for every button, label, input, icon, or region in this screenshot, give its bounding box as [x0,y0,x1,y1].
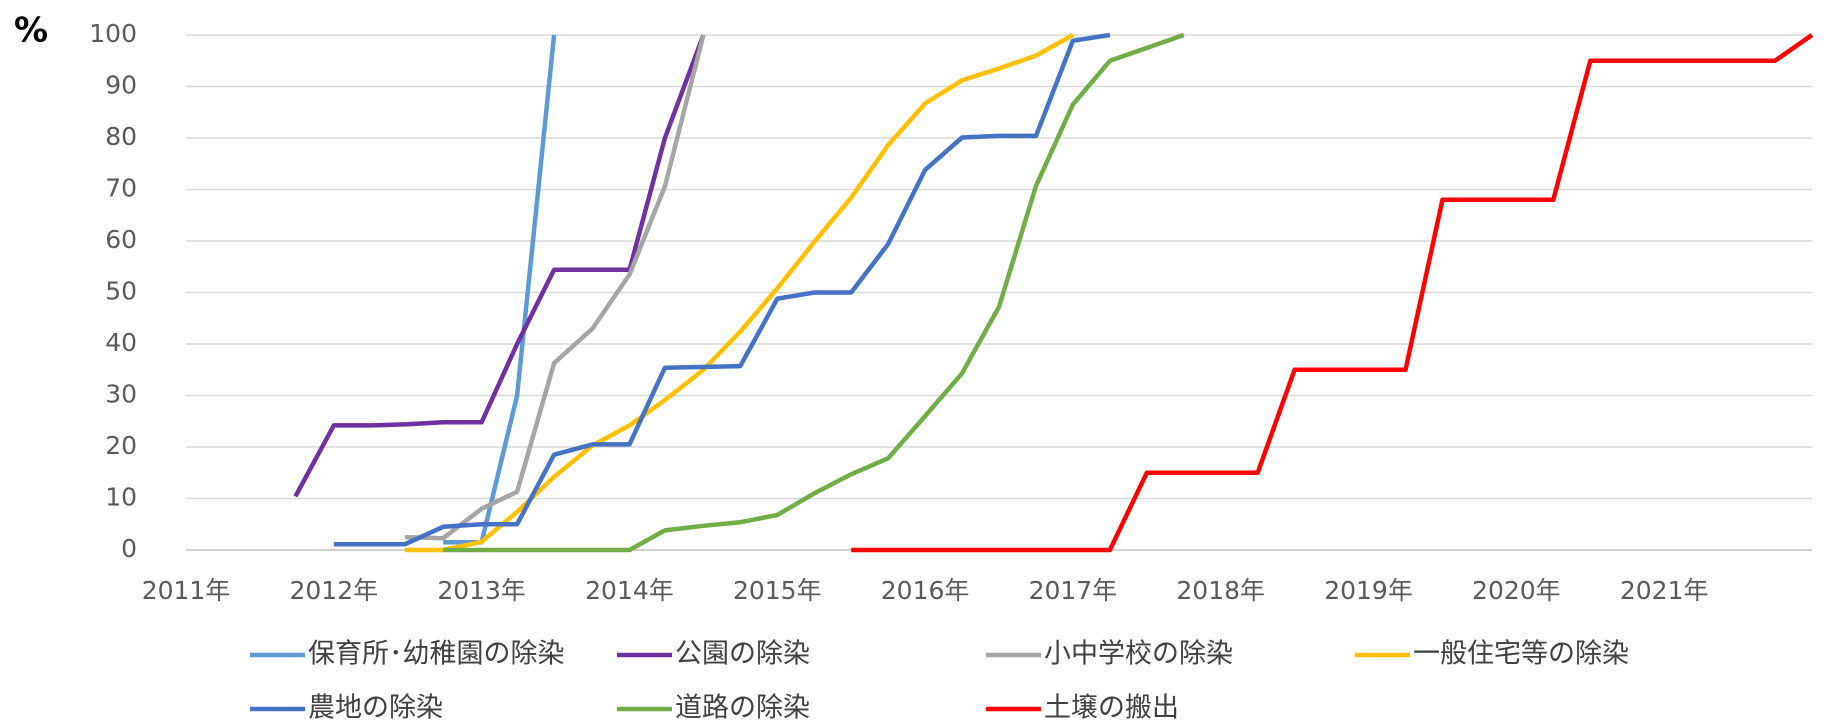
y-tick-label: 100 [89,19,137,48]
x-tick-label: 2018年 [1176,576,1265,605]
series-line [443,34,557,545]
y-axis-label: % [14,11,48,51]
x-tick-label: 2015年 [733,576,822,605]
x-tick-label: 2014年 [585,576,674,605]
series-line [404,33,1074,553]
legend-label: 道路の除染 [675,693,810,724]
series-line [333,32,1111,547]
legend-label: 土壌の搬出 [1044,693,1179,724]
y-tick-label: 60 [105,225,137,254]
x-tick-label: 2011年 [142,576,231,605]
legend-label: 農地の除染 [308,693,443,724]
legend-label: 保育所･幼稚園の除染 [308,639,565,670]
y-tick-label: 0 [121,534,137,563]
legend-label: 小中学校の除染 [1044,639,1233,670]
y-tick-label: 50 [105,277,137,306]
x-tick-label: 2019年 [1324,576,1413,605]
x-tick-label: 2021年 [1620,576,1709,605]
series-line [404,34,706,541]
y-tick-label: 10 [105,483,137,512]
legend-label: 一般住宅等の除染 [1413,639,1629,670]
x-tick-label: 2020年 [1472,576,1561,605]
y-tick-label: 40 [105,328,137,357]
series-line [851,33,1814,553]
series-line [293,34,706,498]
x-tick-label: 2017年 [1029,576,1118,605]
y-tick-label: 80 [105,122,137,151]
y-tick-label: 30 [105,380,137,409]
y-tick-label: 70 [105,174,137,203]
y-tick-label: 90 [105,71,137,100]
x-tick-label: 2013年 [437,576,526,605]
x-tick-label: 2012年 [290,576,379,605]
x-tick-label: 2016年 [881,576,970,605]
series-line [443,32,1185,553]
legend-label: 公園の除染 [675,639,810,670]
y-tick-label: 20 [105,431,137,460]
